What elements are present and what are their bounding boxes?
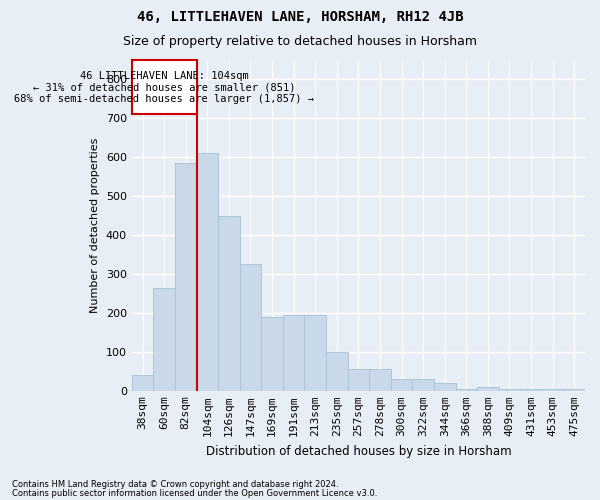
Bar [455, 389, 477, 391]
Bar [520, 389, 542, 391]
Bar [391, 379, 412, 391]
Bar [477, 387, 499, 391]
Bar [369, 370, 391, 391]
FancyBboxPatch shape [132, 60, 197, 114]
Text: Size of property relative to detached houses in Horsham: Size of property relative to detached ho… [123, 35, 477, 48]
Bar [412, 379, 434, 391]
Bar [218, 216, 239, 391]
Bar [499, 389, 520, 391]
Bar [283, 315, 304, 391]
Text: Contains public sector information licensed under the Open Government Licence v3: Contains public sector information licen… [12, 488, 377, 498]
Bar [261, 317, 283, 391]
Bar [434, 383, 455, 391]
Bar [304, 315, 326, 391]
Bar [239, 264, 261, 391]
Bar [175, 163, 197, 391]
Bar [326, 352, 347, 391]
Bar [197, 154, 218, 391]
Bar [347, 370, 369, 391]
Bar [154, 288, 175, 391]
Text: Contains HM Land Registry data © Crown copyright and database right 2024.: Contains HM Land Registry data © Crown c… [12, 480, 338, 489]
Bar [563, 389, 585, 391]
X-axis label: Distribution of detached houses by size in Horsham: Distribution of detached houses by size … [206, 444, 511, 458]
Bar [542, 389, 563, 391]
Bar [132, 375, 154, 391]
Text: 46 LITTLEHAVEN LANE: 104sqm
← 31% of detached houses are smaller (851)
68% of se: 46 LITTLEHAVEN LANE: 104sqm ← 31% of det… [14, 70, 314, 104]
Text: 46, LITTLEHAVEN LANE, HORSHAM, RH12 4JB: 46, LITTLEHAVEN LANE, HORSHAM, RH12 4JB [137, 10, 463, 24]
Y-axis label: Number of detached properties: Number of detached properties [90, 138, 100, 313]
